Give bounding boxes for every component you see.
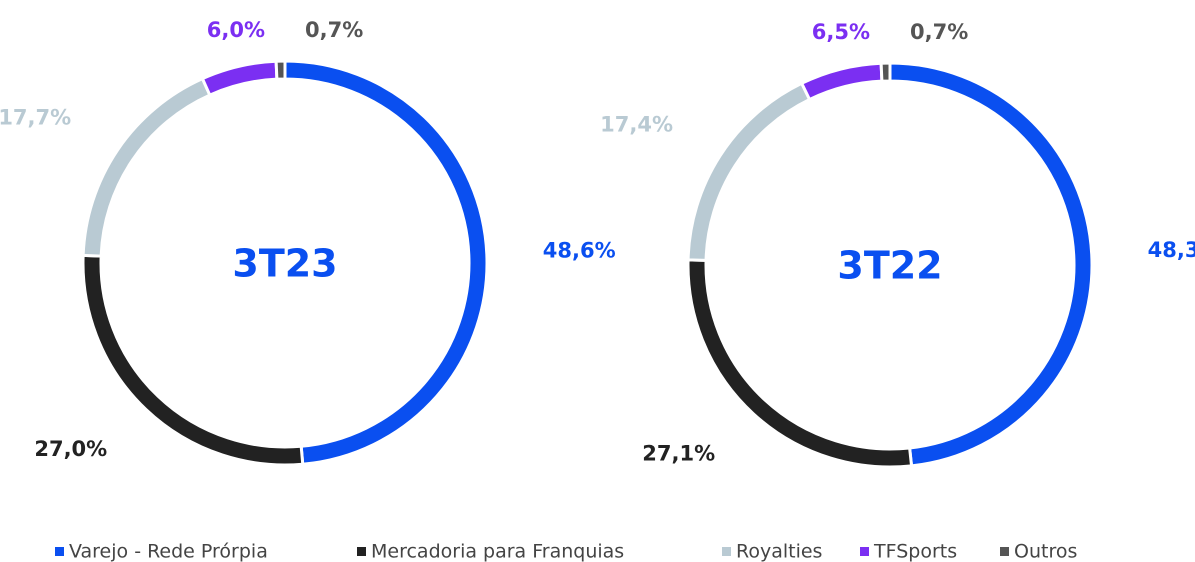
data-label: 6,5%: [812, 20, 870, 44]
data-label: 48,3%: [1148, 238, 1195, 262]
legend-swatch: [1000, 547, 1009, 556]
donut-slice: [81, 76, 212, 258]
data-label: 0,7%: [910, 20, 968, 44]
center-label: 3T22: [837, 244, 942, 288]
center-label: 3T23: [232, 242, 337, 286]
legend-swatch: [722, 547, 731, 556]
legend-label: Varejo - Rede Prórpia: [69, 541, 268, 562]
donut-slice: [81, 253, 305, 467]
legend-label: TFSports: [873, 541, 957, 562]
data-label: 48,6%: [543, 239, 616, 263]
legend-swatch: [860, 547, 869, 556]
donut-slice: [200, 59, 279, 98]
data-label: 17,7%: [0, 106, 71, 130]
data-label: 27,0%: [34, 437, 107, 461]
donut-slice: [686, 81, 812, 262]
data-label: 0,7%: [305, 18, 363, 42]
legend-label: Mercadoria para Franquias: [371, 541, 624, 562]
donut-slice: [274, 59, 287, 81]
data-label: 17,4%: [600, 112, 673, 136]
donut-slice: [799, 61, 884, 102]
data-label: 6,0%: [207, 18, 265, 42]
legend-label: Royalties: [736, 541, 822, 562]
legend-swatch: [55, 547, 64, 556]
donut-slice: [879, 61, 892, 83]
donut-slice: [686, 258, 914, 469]
legend-swatch: [357, 547, 366, 556]
legend-label: Outros: [1014, 541, 1077, 562]
data-label: 27,1%: [642, 442, 715, 466]
